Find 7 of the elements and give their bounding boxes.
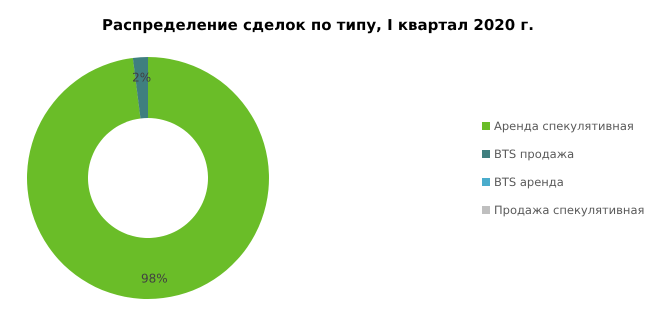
data-label: 98% bbox=[140, 271, 168, 286]
legend-label: Аренда спекулятивная bbox=[494, 119, 634, 133]
donut-slice bbox=[27, 57, 269, 299]
legend-label: BTS продажа bbox=[494, 147, 574, 161]
legend-label: Продажа спекулятивная bbox=[494, 203, 644, 217]
chart-title: Распределение сделок по типу, I квартал 2020 г. bbox=[102, 16, 534, 34]
legend-label: BTS аренда bbox=[494, 175, 564, 189]
